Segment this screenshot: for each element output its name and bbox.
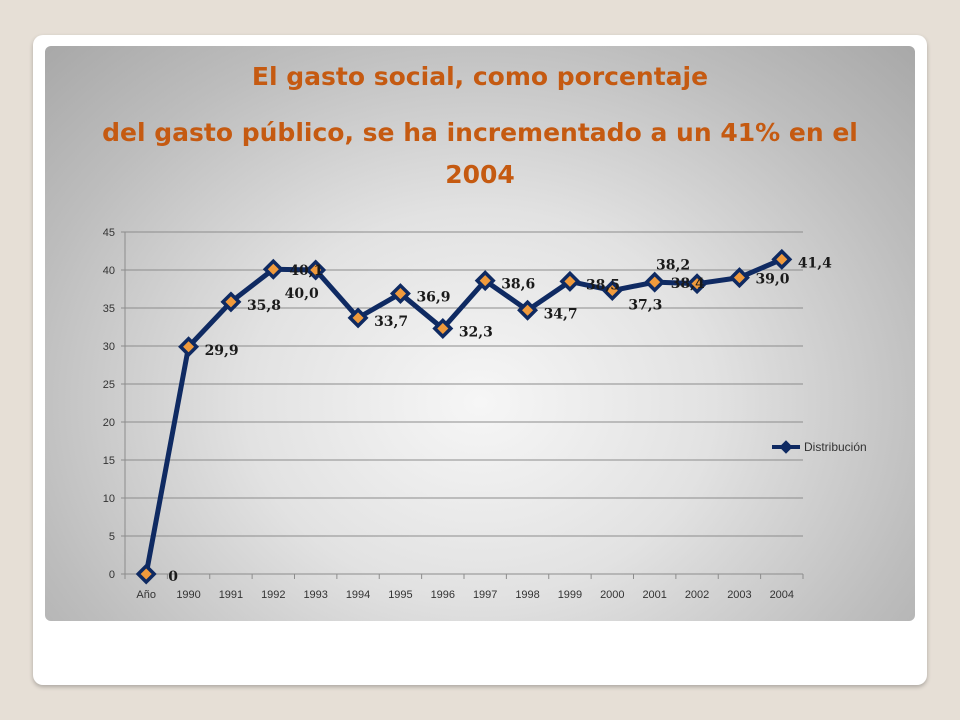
y-tick-label: 45 — [103, 227, 115, 239]
data-point-marker — [559, 270, 581, 292]
title-line-3: 2004 — [445, 160, 515, 189]
y-tick-label: 30 — [103, 341, 115, 353]
y-tick-label: 15 — [103, 455, 115, 467]
data-label: 38,5 — [586, 277, 620, 293]
data-label: 32,3 — [459, 325, 493, 341]
series-line — [143, 256, 785, 577]
y-tick-label: 20 — [103, 417, 115, 429]
data-point-marker — [262, 258, 284, 280]
x-tick-label: 1991 — [219, 589, 243, 601]
data-label: 33,7 — [374, 314, 408, 330]
data-point-marker — [771, 248, 793, 270]
data-point-marker — [135, 563, 157, 585]
data-point-marker — [305, 259, 327, 281]
data-point-marker — [220, 291, 242, 313]
y-tick-label: 10 — [103, 493, 115, 505]
data-label: 29,9 — [205, 343, 239, 359]
data-label: 37,3 — [628, 298, 662, 314]
x-tick-label: 1997 — [473, 589, 497, 601]
x-tick-label: 1992 — [261, 589, 285, 601]
data-label: 39,0 — [755, 272, 789, 288]
data-point-marker — [347, 307, 369, 329]
data-point-marker — [644, 271, 666, 293]
data-label: 38,2 — [656, 258, 690, 274]
x-tick-label: 2003 — [727, 589, 751, 601]
data-point-marker — [432, 318, 454, 339]
data-label: 34,7 — [544, 306, 578, 322]
data-point-marker — [601, 280, 623, 301]
title-line-1: El gasto social, como porcentaje — [251, 62, 709, 91]
data-label: 35,8 — [247, 298, 281, 314]
data-point-marker — [178, 336, 200, 358]
y-tick-label: 35 — [103, 303, 115, 315]
x-tick-label: 2000 — [600, 589, 624, 601]
x-tick-label: 2004 — [770, 589, 794, 601]
x-tick-label: 1999 — [558, 589, 582, 601]
legend-label: Distribución — [804, 440, 867, 454]
y-tick-label: 25 — [103, 379, 115, 391]
x-tick-label: 1990 — [176, 589, 200, 601]
data-label: 41,4 — [798, 255, 832, 271]
x-tick-label: 1994 — [346, 589, 370, 601]
x-tick-label: 1998 — [515, 589, 539, 601]
x-tick-label: 1993 — [303, 589, 327, 601]
data-label: 40,1 — [289, 263, 323, 279]
legend-marker — [779, 440, 793, 454]
data-point-marker — [474, 270, 496, 292]
y-tick-label: 40 — [103, 265, 115, 277]
data-label: 36,9 — [416, 290, 450, 306]
x-tick-label: 1995 — [388, 589, 412, 601]
x-tick-label: Año — [136, 589, 156, 601]
data-point-marker — [517, 299, 539, 321]
data-label: 0 — [168, 569, 178, 585]
data-label: 38,6 — [501, 277, 535, 293]
data-point-marker — [728, 267, 750, 289]
x-tick-label: 2001 — [642, 589, 666, 601]
chart-panel — [45, 46, 915, 621]
data-label: 40,0 — [285, 286, 319, 302]
title-line-2: del gasto público, se ha incrementado a … — [102, 118, 858, 147]
data-point-marker — [389, 283, 411, 305]
x-tick-label: 1996 — [431, 589, 455, 601]
y-tick-label: 5 — [109, 531, 115, 543]
x-tick-label: 2002 — [685, 589, 709, 601]
data-label: 38,4 — [671, 276, 705, 292]
data-point-marker — [686, 273, 708, 295]
y-tick-label: 0 — [109, 569, 115, 581]
